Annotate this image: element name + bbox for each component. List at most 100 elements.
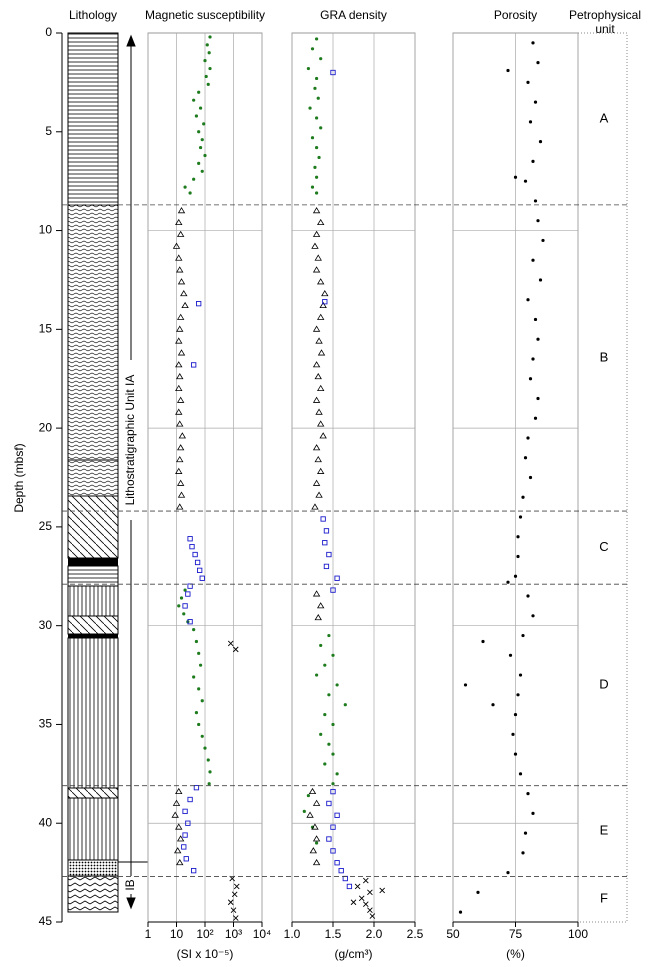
point (536, 219, 540, 223)
point (197, 161, 201, 165)
point (197, 722, 201, 727)
point (197, 651, 201, 655)
point (177, 207, 186, 214)
point (369, 913, 376, 919)
point (508, 653, 513, 657)
point (208, 66, 212, 71)
point (177, 604, 181, 608)
point (533, 416, 538, 420)
point (323, 528, 330, 534)
point (313, 86, 317, 90)
point (326, 800, 332, 807)
point (206, 758, 210, 762)
point (315, 841, 319, 845)
point (207, 782, 211, 786)
point (177, 491, 186, 498)
point (326, 836, 332, 842)
point (230, 907, 237, 913)
point (197, 130, 201, 134)
point (178, 432, 187, 439)
point (311, 823, 319, 830)
lithology-column (67, 32, 119, 913)
point (334, 860, 340, 866)
point (192, 551, 198, 558)
point (362, 901, 369, 908)
point (199, 575, 205, 581)
point (326, 551, 332, 558)
point (330, 788, 336, 795)
lithology-title: Lithology (69, 8, 117, 22)
point (194, 114, 199, 118)
point (323, 563, 330, 570)
point (538, 140, 543, 144)
point (306, 66, 310, 71)
point (207, 51, 211, 55)
point (331, 752, 335, 756)
point (187, 796, 193, 803)
point (327, 742, 331, 746)
point (513, 752, 518, 756)
point (179, 596, 184, 600)
point (511, 732, 515, 736)
point (203, 153, 207, 158)
point (177, 278, 186, 285)
point (232, 646, 239, 653)
point (227, 899, 234, 906)
point (518, 515, 523, 519)
point (342, 875, 348, 882)
point (189, 543, 195, 550)
point (354, 883, 361, 890)
point (183, 588, 187, 592)
point (531, 811, 535, 815)
point (523, 179, 528, 183)
point (531, 357, 535, 361)
point (316, 313, 325, 320)
point (175, 361, 183, 368)
point (331, 653, 335, 657)
point (176, 835, 185, 842)
point (175, 384, 183, 391)
point (233, 883, 240, 890)
point (322, 299, 328, 305)
point (302, 809, 306, 813)
point (379, 887, 386, 894)
point (183, 856, 189, 862)
point (523, 831, 528, 835)
y-tick-label: 5 (45, 124, 52, 138)
point (315, 145, 319, 150)
point (528, 120, 533, 124)
point (536, 337, 540, 341)
point (319, 643, 323, 648)
point (513, 712, 518, 717)
point (526, 80, 530, 84)
x-tick-label: 10⁴ (253, 927, 272, 941)
point (330, 824, 336, 830)
point (506, 871, 510, 875)
point (175, 787, 183, 795)
point (206, 82, 210, 86)
point (327, 693, 331, 697)
point (176, 444, 185, 451)
point (316, 420, 325, 427)
point (182, 603, 188, 609)
point (335, 772, 339, 776)
point (536, 61, 540, 65)
point (516, 693, 520, 697)
point (204, 74, 208, 79)
point (180, 289, 188, 297)
point (312, 590, 321, 597)
point (343, 703, 347, 707)
x-tick-label: 100 (568, 927, 588, 941)
x-tick-label: 10² (196, 927, 213, 941)
point (463, 683, 468, 687)
label-background (124, 360, 138, 520)
point (310, 185, 315, 189)
point (518, 673, 523, 677)
point (175, 408, 183, 415)
point (198, 106, 203, 110)
point (531, 258, 535, 262)
x-tick-label: 2.0 (366, 927, 383, 941)
point (312, 479, 321, 486)
x-tick-label: 10 (170, 927, 184, 941)
y-tick-label: 30 (39, 618, 53, 632)
